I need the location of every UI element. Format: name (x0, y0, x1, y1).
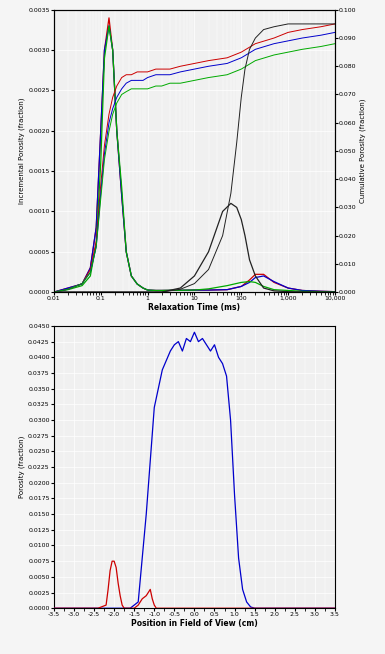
Y-axis label: Incremental Porosity (fraction): Incremental Porosity (fraction) (19, 97, 25, 204)
Y-axis label: Cumulative Porosity (fraction): Cumulative Porosity (fraction) (360, 99, 366, 203)
Legend: W2-1_test - Sw D2O flooded, W2-1_test - Sw D2O flooded 1, W2-1_test - Sw D2O flo: W2-1_test - Sw D2O flooded, W2-1_test - … (54, 357, 240, 375)
Y-axis label: Porosity (fraction): Porosity (fraction) (19, 436, 25, 498)
X-axis label: Relaxation Time (ms): Relaxation Time (ms) (149, 303, 240, 313)
X-axis label: Position in Field of View (cm): Position in Field of View (cm) (131, 619, 258, 628)
Text: (a)  T₂  분포  변화: (a) T₂ 분포 변화 (164, 422, 224, 431)
